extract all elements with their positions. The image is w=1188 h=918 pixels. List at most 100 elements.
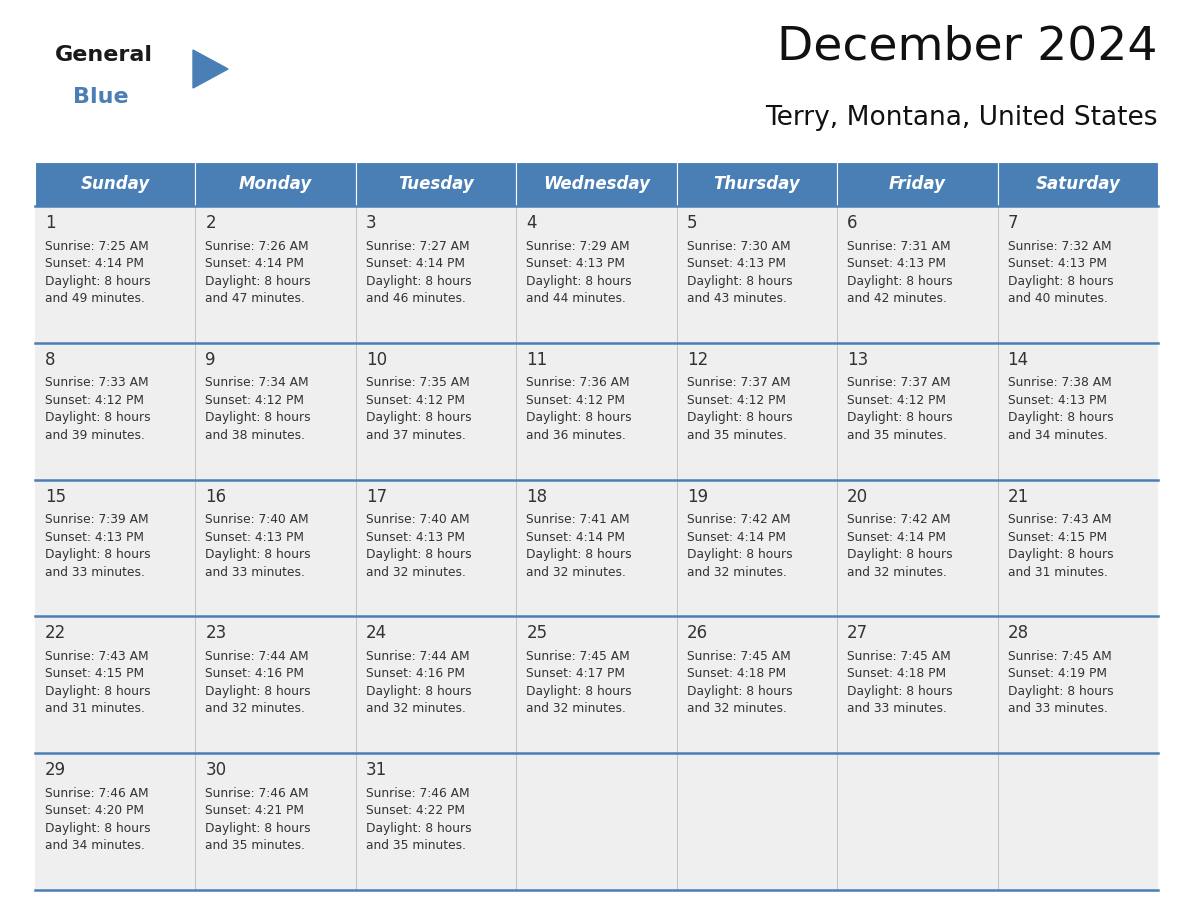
Text: Friday: Friday [889, 175, 946, 193]
Text: Sunrise: 7:45 AM: Sunrise: 7:45 AM [1007, 650, 1111, 663]
Text: Sunrise: 7:46 AM: Sunrise: 7:46 AM [366, 787, 469, 800]
Text: 12: 12 [687, 351, 708, 369]
Text: Sunset: 4:19 PM: Sunset: 4:19 PM [1007, 667, 1106, 680]
Text: and 36 minutes.: and 36 minutes. [526, 429, 626, 442]
Text: and 33 minutes.: and 33 minutes. [45, 565, 145, 578]
Text: Daylight: 8 hours: Daylight: 8 hours [526, 274, 632, 287]
Text: Sunset: 4:12 PM: Sunset: 4:12 PM [45, 394, 144, 407]
Bar [356, 162, 517, 206]
Text: Sunset: 4:13 PM: Sunset: 4:13 PM [687, 257, 785, 270]
Text: Sunset: 4:12 PM: Sunset: 4:12 PM [526, 394, 625, 407]
Text: 19: 19 [687, 487, 708, 506]
Text: Sunset: 4:20 PM: Sunset: 4:20 PM [45, 804, 144, 817]
Text: Daylight: 8 hours: Daylight: 8 hours [847, 274, 953, 287]
Text: and 32 minutes.: and 32 minutes. [366, 565, 466, 578]
Text: Sunset: 4:12 PM: Sunset: 4:12 PM [366, 394, 465, 407]
Bar [838, 206, 998, 342]
Text: 16: 16 [206, 487, 227, 506]
Text: Sunset: 4:15 PM: Sunset: 4:15 PM [1007, 531, 1107, 543]
Text: Daylight: 8 hours: Daylight: 8 hours [206, 411, 311, 424]
Text: 7: 7 [1007, 214, 1018, 232]
Text: 25: 25 [526, 624, 548, 643]
Bar [998, 479, 1158, 616]
Text: Sunset: 4:18 PM: Sunset: 4:18 PM [847, 667, 947, 680]
Bar [517, 162, 677, 206]
Bar [838, 342, 998, 479]
Text: Daylight: 8 hours: Daylight: 8 hours [847, 548, 953, 561]
Text: and 32 minutes.: and 32 minutes. [687, 565, 786, 578]
Text: 6: 6 [847, 214, 858, 232]
Text: Daylight: 8 hours: Daylight: 8 hours [45, 685, 151, 698]
Bar [34, 162, 196, 206]
Bar [34, 616, 196, 753]
Text: Sunrise: 7:29 AM: Sunrise: 7:29 AM [526, 240, 630, 252]
Text: Sunrise: 7:34 AM: Sunrise: 7:34 AM [206, 376, 309, 389]
Bar [196, 479, 356, 616]
Text: 18: 18 [526, 487, 548, 506]
Bar [196, 616, 356, 753]
Bar [677, 616, 838, 753]
Text: Sunset: 4:15 PM: Sunset: 4:15 PM [45, 667, 144, 680]
Text: Sunset: 4:16 PM: Sunset: 4:16 PM [206, 667, 304, 680]
Text: and 35 minutes.: and 35 minutes. [847, 429, 947, 442]
Text: and 32 minutes.: and 32 minutes. [687, 702, 786, 715]
Text: Sunrise: 7:45 AM: Sunrise: 7:45 AM [687, 650, 790, 663]
Text: Wednesday: Wednesday [543, 175, 650, 193]
Text: 15: 15 [45, 487, 67, 506]
Text: Daylight: 8 hours: Daylight: 8 hours [847, 685, 953, 698]
Text: Tuesday: Tuesday [398, 175, 474, 193]
Text: and 32 minutes.: and 32 minutes. [847, 565, 947, 578]
Text: Sunrise: 7:44 AM: Sunrise: 7:44 AM [366, 650, 469, 663]
Text: 31: 31 [366, 761, 387, 779]
Text: Sunset: 4:13 PM: Sunset: 4:13 PM [1007, 394, 1106, 407]
Text: General: General [55, 45, 153, 65]
Text: Sunrise: 7:43 AM: Sunrise: 7:43 AM [45, 650, 148, 663]
Bar [196, 206, 356, 342]
Text: and 33 minutes.: and 33 minutes. [206, 565, 305, 578]
Text: Daylight: 8 hours: Daylight: 8 hours [45, 411, 151, 424]
Text: and 35 minutes.: and 35 minutes. [366, 839, 466, 852]
Text: 11: 11 [526, 351, 548, 369]
Text: Sunset: 4:14 PM: Sunset: 4:14 PM [687, 531, 785, 543]
Text: Daylight: 8 hours: Daylight: 8 hours [206, 548, 311, 561]
Text: Daylight: 8 hours: Daylight: 8 hours [366, 822, 472, 834]
Text: 22: 22 [45, 624, 67, 643]
Text: and 31 minutes.: and 31 minutes. [45, 702, 145, 715]
Bar [356, 753, 517, 890]
Text: Sunrise: 7:44 AM: Sunrise: 7:44 AM [206, 650, 309, 663]
Text: 5: 5 [687, 214, 697, 232]
Bar [196, 342, 356, 479]
Text: Sunrise: 7:35 AM: Sunrise: 7:35 AM [366, 376, 469, 389]
Text: Sunset: 4:14 PM: Sunset: 4:14 PM [847, 531, 946, 543]
Text: Sunset: 4:13 PM: Sunset: 4:13 PM [206, 531, 304, 543]
Bar [517, 753, 677, 890]
Text: Sunset: 4:14 PM: Sunset: 4:14 PM [366, 257, 465, 270]
Text: Blue: Blue [72, 87, 128, 107]
Text: 20: 20 [847, 487, 868, 506]
Text: Sunset: 4:13 PM: Sunset: 4:13 PM [45, 531, 144, 543]
Text: Sunrise: 7:38 AM: Sunrise: 7:38 AM [1007, 376, 1111, 389]
Text: 24: 24 [366, 624, 387, 643]
Bar [356, 616, 517, 753]
Text: and 49 minutes.: and 49 minutes. [45, 292, 145, 305]
Text: Daylight: 8 hours: Daylight: 8 hours [45, 822, 151, 834]
Text: Sunset: 4:17 PM: Sunset: 4:17 PM [526, 667, 625, 680]
Text: and 47 minutes.: and 47 minutes. [206, 292, 305, 305]
Text: December 2024: December 2024 [777, 25, 1158, 70]
Text: Sunrise: 7:37 AM: Sunrise: 7:37 AM [687, 376, 790, 389]
Text: 29: 29 [45, 761, 67, 779]
Bar [677, 162, 838, 206]
Bar [356, 479, 517, 616]
Text: Sunset: 4:14 PM: Sunset: 4:14 PM [526, 531, 625, 543]
Bar [998, 342, 1158, 479]
Text: Sunset: 4:13 PM: Sunset: 4:13 PM [526, 257, 625, 270]
Text: 17: 17 [366, 487, 387, 506]
Text: 8: 8 [45, 351, 56, 369]
Text: Sunrise: 7:46 AM: Sunrise: 7:46 AM [45, 787, 148, 800]
Text: Sunrise: 7:45 AM: Sunrise: 7:45 AM [526, 650, 630, 663]
Bar [196, 753, 356, 890]
Text: Daylight: 8 hours: Daylight: 8 hours [687, 411, 792, 424]
Bar [677, 753, 838, 890]
Text: Sunrise: 7:39 AM: Sunrise: 7:39 AM [45, 513, 148, 526]
Text: and 32 minutes.: and 32 minutes. [206, 702, 305, 715]
